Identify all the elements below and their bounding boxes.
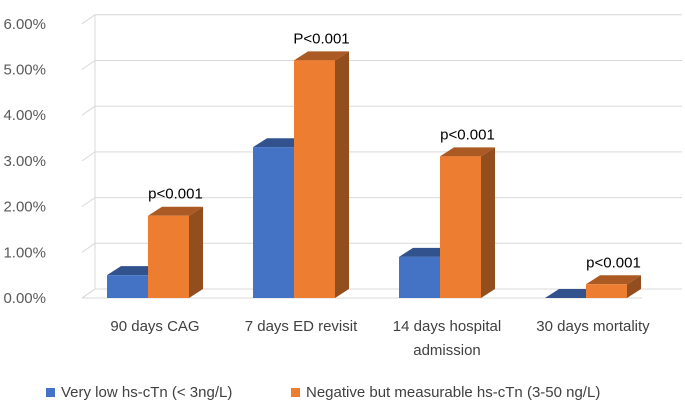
y-axis: 0.00% 1.00% 2.00% 3.00% 4.00% 5.00% 6.00%	[3, 16, 46, 307]
legend: Very low hs-cTn (< 3ng/L) Negative but m…	[0, 384, 685, 406]
bar	[440, 147, 495, 298]
p-value-annotation: P<0.001	[293, 30, 349, 47]
bar-side	[335, 51, 349, 298]
bar-front	[107, 275, 148, 298]
y-tick-label: 6.00%	[3, 16, 46, 33]
legend-swatch-blue	[46, 388, 55, 397]
gridline	[81, 14, 682, 25]
legend-item-negative-measurable: Negative but measurable hs-cTn (3-50 ng/…	[291, 384, 600, 401]
x-category-label: 30 days mortality	[536, 318, 650, 335]
bar-front	[294, 60, 335, 298]
y-tick-label: 0.00%	[3, 290, 46, 307]
bars	[107, 51, 641, 298]
bar	[294, 51, 349, 298]
bar-front	[148, 215, 189, 298]
x-category-label: 90 days CAG	[110, 318, 199, 335]
legend-item-very-low: Very low hs-cTn (< 3ng/L)	[46, 384, 232, 401]
bar-side	[481, 147, 495, 298]
bar-front	[399, 256, 440, 298]
legend-label-negative-measurable: Negative but measurable hs-cTn (3-50 ng/…	[306, 384, 601, 401]
y-tick-label: 2.00%	[3, 199, 46, 216]
x-axis: 90 days CAG 7 days ED revisit 14 days hosp…	[110, 318, 650, 359]
legend-label-very-low: Very low hs-cTn (< 3ng/L)	[61, 384, 233, 401]
y-tick-label: 1.00%	[3, 244, 46, 261]
bar-chart: 0.00% 1.00% 2.00% 3.00% 4.00% 5.00% 6.00% p<0.…	[3, 14, 682, 359]
legend-swatch-orange	[291, 388, 300, 397]
p-value-annotation: p<0.001	[586, 254, 641, 271]
bar-front	[586, 284, 627, 298]
gridline	[81, 105, 682, 116]
bar	[148, 206, 203, 298]
x-category-label: 7 days ED revisit	[245, 318, 358, 335]
y-tick-label: 4.00%	[3, 107, 46, 124]
y-tick-label: 5.00%	[3, 62, 46, 79]
gridline	[81, 151, 682, 162]
bar-front	[440, 156, 481, 298]
bar-side	[189, 206, 203, 298]
p-value-annotation: p<0.001	[148, 186, 203, 203]
bar-front	[253, 147, 294, 298]
x-category-label: admission	[413, 342, 481, 359]
x-category-label: 14 days hospital	[393, 318, 501, 335]
bar-top	[440, 147, 495, 157]
bar	[586, 275, 641, 298]
bar-side	[627, 275, 641, 298]
y-tick-label: 3.00%	[3, 153, 46, 170]
bar-top	[148, 206, 203, 216]
bar-top	[586, 275, 641, 285]
bar-top	[294, 51, 349, 61]
gridline	[81, 60, 682, 70]
annotations: p<0.001 P<0.001 p<0.001 p<0.001	[148, 30, 641, 271]
p-value-annotation: p<0.001	[440, 126, 495, 143]
